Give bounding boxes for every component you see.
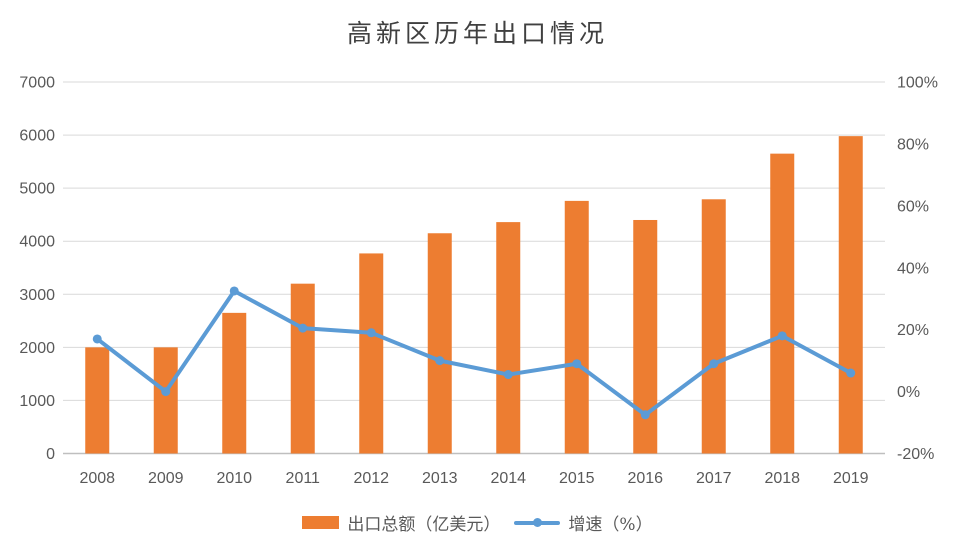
bar-2015 bbox=[564, 200, 589, 454]
legend-line-marker-icon bbox=[533, 518, 543, 527]
bar-2013 bbox=[427, 233, 452, 454]
legend-line-swatch-icon bbox=[514, 516, 561, 529]
left-axis-tick-label: 5000 bbox=[19, 181, 55, 198]
bar-2012 bbox=[359, 253, 384, 454]
line-marker-2010 bbox=[229, 286, 239, 296]
bar-2017 bbox=[701, 199, 726, 454]
bar-2009 bbox=[153, 347, 178, 454]
x-axis-tick-label: 2009 bbox=[148, 470, 184, 487]
bar-2018 bbox=[770, 153, 795, 454]
bar-2008 bbox=[85, 347, 110, 454]
legend-label-exports: 出口总额（亿美元） bbox=[347, 515, 501, 535]
legend-bar-swatch-icon bbox=[302, 516, 340, 529]
line-marker-2018 bbox=[777, 331, 787, 341]
line-marker-2014 bbox=[503, 370, 513, 380]
legend-label-growth: 增速（%） bbox=[568, 515, 653, 535]
bar-2011 bbox=[290, 283, 315, 454]
right-axis-tick-label: 80% bbox=[897, 136, 929, 153]
x-axis-tick-label: 2015 bbox=[559, 470, 595, 487]
x-axis-tick-label: 2012 bbox=[353, 470, 389, 487]
right-axis-tick-label: 40% bbox=[897, 260, 929, 277]
x-axis-tick-label: 2017 bbox=[696, 470, 732, 487]
line-marker-2013 bbox=[435, 356, 445, 366]
x-axis-tick-label: 2016 bbox=[627, 470, 663, 487]
line-marker-2019 bbox=[846, 368, 856, 378]
right-axis-tick-label: 100% bbox=[897, 75, 938, 92]
line-marker-2015 bbox=[572, 359, 582, 369]
chart-legend: 出口总额（亿美元） 增速（%） bbox=[0, 510, 955, 535]
right-axis-tick-label: -20% bbox=[897, 446, 934, 463]
left-axis-tick-label: 3000 bbox=[19, 287, 55, 304]
chart-title: 高新区历年出口情况 bbox=[346, 19, 608, 48]
right-axis-tick-label: 0% bbox=[897, 384, 920, 401]
line-marker-2016 bbox=[640, 410, 650, 420]
line-marker-2011 bbox=[298, 323, 308, 333]
left-axis-tick-label: 1000 bbox=[19, 393, 55, 410]
x-axis-tick-label: 2018 bbox=[764, 470, 800, 487]
bar-2014 bbox=[496, 222, 521, 454]
legend-item-exports: 出口总额（亿美元） bbox=[302, 510, 500, 535]
line-marker-2017 bbox=[709, 359, 719, 369]
right-axis-tick-label: 20% bbox=[897, 322, 929, 339]
right-axis-tick-label: 60% bbox=[897, 198, 929, 215]
line-marker-2009 bbox=[161, 387, 171, 397]
x-axis-tick-label: 2013 bbox=[422, 470, 458, 487]
legend-item-growth: 增速（%） bbox=[514, 510, 653, 535]
growth-line bbox=[95, 288, 853, 417]
line-marker-2012 bbox=[366, 328, 376, 338]
x-axis-tick-label: 2010 bbox=[216, 470, 252, 487]
x-axis-tick-label: 2011 bbox=[286, 470, 321, 487]
x-axis-tick-label: 2008 bbox=[79, 470, 115, 487]
bar-2010 bbox=[222, 312, 247, 454]
left-axis-tick-label: 6000 bbox=[19, 128, 55, 145]
bar-2019 bbox=[838, 136, 863, 454]
left-axis-tick-label: 7000 bbox=[19, 75, 55, 92]
left-axis-tick-label: 4000 bbox=[19, 234, 55, 251]
left-axis-tick-label: 2000 bbox=[19, 340, 55, 357]
line-marker-2008 bbox=[92, 334, 102, 344]
x-axis-tick-label: 2014 bbox=[490, 470, 526, 487]
x-axis-tick-label: 2019 bbox=[833, 470, 869, 487]
left-axis-tick-label: 0 bbox=[46, 446, 55, 463]
